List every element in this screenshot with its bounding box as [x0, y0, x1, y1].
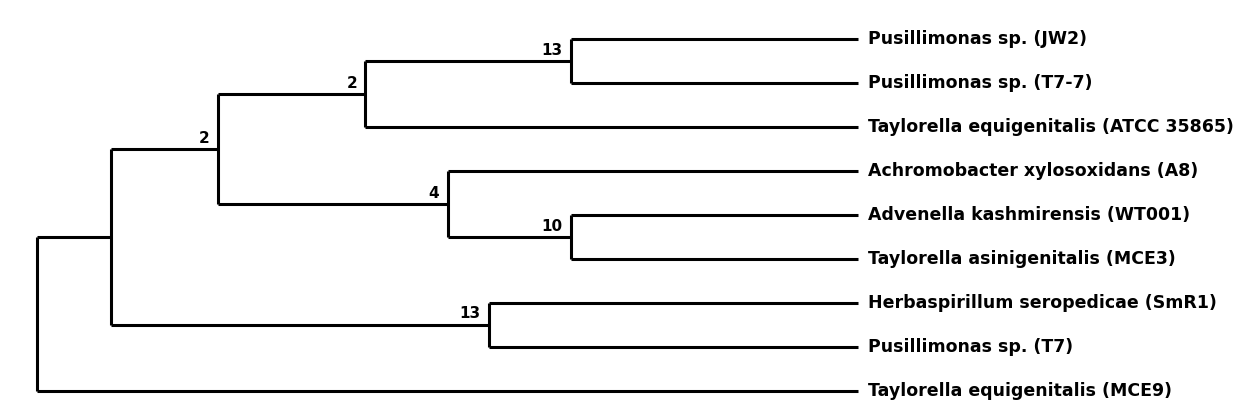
Text: 4: 4 [429, 186, 439, 201]
Text: Taylorella equigenitalis (ATCC 35865): Taylorella equigenitalis (ATCC 35865) [868, 118, 1234, 136]
Text: 2: 2 [198, 131, 210, 146]
Text: Achromobacter xylosoxidans (A8): Achromobacter xylosoxidans (A8) [868, 162, 1198, 180]
Text: 10: 10 [542, 219, 563, 234]
Text: Taylorella equigenitalis (MCE9): Taylorella equigenitalis (MCE9) [868, 382, 1172, 400]
Text: 2: 2 [346, 76, 357, 91]
Text: 13: 13 [459, 306, 480, 322]
Text: Herbaspirillum seropedicae (SmR1): Herbaspirillum seropedicae (SmR1) [868, 294, 1216, 312]
Text: Advenella kashmirensis (WT001): Advenella kashmirensis (WT001) [868, 206, 1190, 224]
Text: Pusillimonas sp. (JW2): Pusillimonas sp. (JW2) [868, 30, 1087, 48]
Text: Taylorella asinigenitalis (MCE3): Taylorella asinigenitalis (MCE3) [868, 250, 1176, 268]
Text: Pusillimonas sp. (T7): Pusillimonas sp. (T7) [868, 338, 1073, 356]
Text: Pusillimonas sp. (T7-7): Pusillimonas sp. (T7-7) [868, 74, 1092, 92]
Text: 13: 13 [542, 43, 563, 58]
